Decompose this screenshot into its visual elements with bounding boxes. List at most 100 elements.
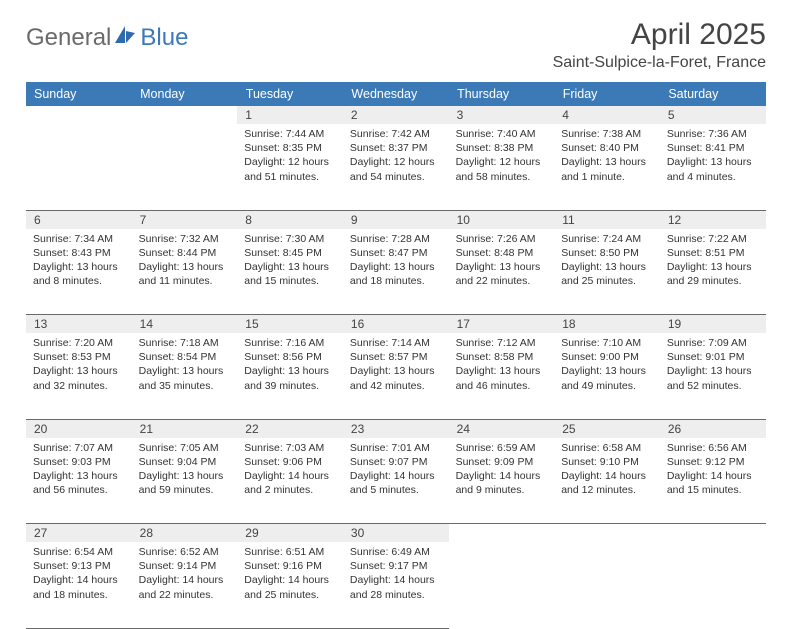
sunset-line: Sunset: 8:48 PM [456,246,548,260]
daylight-line: Daylight: 14 hours and 9 minutes. [456,469,548,497]
sunrise-line: Sunrise: 6:59 AM [456,441,548,455]
day-number-cell: 13 [26,315,132,334]
day-number: 10 [449,211,555,229]
sunset-line: Sunset: 9:14 PM [139,559,231,573]
month-title: April 2025 [553,18,766,52]
day-cell: Sunrise: 7:14 AMSunset: 8:57 PMDaylight:… [343,333,449,419]
sunset-line: Sunset: 8:35 PM [244,141,336,155]
daylight-line: Daylight: 13 hours and 56 minutes. [33,469,125,497]
daylight-line: Daylight: 13 hours and 59 minutes. [139,469,231,497]
day-details: Sunrise: 7:42 AMSunset: 8:37 PMDaylight:… [343,124,449,188]
sunset-line: Sunset: 9:16 PM [244,559,336,573]
day-details: Sunrise: 6:49 AMSunset: 9:17 PMDaylight:… [343,542,449,606]
weekday-header: Saturday [660,82,766,106]
sunset-line: Sunset: 8:54 PM [139,350,231,364]
day-details: Sunrise: 7:40 AMSunset: 8:38 PMDaylight:… [449,124,555,188]
location: Saint-Sulpice-la-Foret, France [553,54,766,72]
sunset-line: Sunset: 8:53 PM [33,350,125,364]
day-details: Sunrise: 7:07 AMSunset: 9:03 PMDaylight:… [26,438,132,502]
day-number: 25 [554,420,660,438]
weekday-header: Tuesday [237,82,343,106]
sunrise-line: Sunrise: 7:14 AM [350,336,442,350]
sunset-line: Sunset: 9:13 PM [33,559,125,573]
day-number: 18 [554,315,660,333]
day-number: 4 [554,106,660,124]
day-cell: Sunrise: 7:16 AMSunset: 8:56 PMDaylight:… [237,333,343,419]
day-details: Sunrise: 7:16 AMSunset: 8:56 PMDaylight:… [237,333,343,397]
sunrise-line: Sunrise: 7:28 AM [350,232,442,246]
sunset-line: Sunset: 9:12 PM [667,455,759,469]
sunrise-line: Sunrise: 7:44 AM [244,127,336,141]
daylight-line: Daylight: 14 hours and 12 minutes. [561,469,653,497]
daylight-line: Daylight: 13 hours and 29 minutes. [667,260,759,288]
daylight-line: Daylight: 14 hours and 25 minutes. [244,573,336,601]
sunrise-line: Sunrise: 6:49 AM [350,545,442,559]
day-number: 21 [132,420,238,438]
day-cell: Sunrise: 7:05 AMSunset: 9:04 PMDaylight:… [132,438,238,524]
day-number: 14 [132,315,238,333]
day-number-cell: 5 [660,106,766,124]
day-content-row: Sunrise: 7:20 AMSunset: 8:53 PMDaylight:… [26,333,766,419]
day-details: Sunrise: 7:24 AMSunset: 8:50 PMDaylight:… [554,229,660,293]
day-details: Sunrise: 7:09 AMSunset: 9:01 PMDaylight:… [660,333,766,397]
sunset-line: Sunset: 9:06 PM [244,455,336,469]
day-number: 28 [132,524,238,542]
sunrise-line: Sunrise: 7:09 AM [667,336,759,350]
sunrise-line: Sunrise: 7:16 AM [244,336,336,350]
sunrise-line: Sunrise: 7:01 AM [350,441,442,455]
day-cell: Sunrise: 7:26 AMSunset: 8:48 PMDaylight:… [449,229,555,315]
day-number: 23 [343,420,449,438]
day-details: Sunrise: 7:10 AMSunset: 9:00 PMDaylight:… [554,333,660,397]
day-cell: Sunrise: 7:22 AMSunset: 8:51 PMDaylight:… [660,229,766,315]
day-cell [660,542,766,628]
sunset-line: Sunset: 9:17 PM [350,559,442,573]
weekday-header: Monday [132,82,238,106]
day-number: 15 [237,315,343,333]
day-details: Sunrise: 7:32 AMSunset: 8:44 PMDaylight:… [132,229,238,293]
sunrise-line: Sunrise: 6:51 AM [244,545,336,559]
daylight-line: Daylight: 13 hours and 25 minutes. [561,260,653,288]
day-number: 8 [237,211,343,229]
sunrise-line: Sunrise: 7:10 AM [561,336,653,350]
day-details: Sunrise: 7:18 AMSunset: 8:54 PMDaylight:… [132,333,238,397]
day-number-row: 12345 [26,106,766,124]
sunrise-line: Sunrise: 7:38 AM [561,127,653,141]
daylight-line: Daylight: 14 hours and 28 minutes. [350,573,442,601]
weekday-header-row: SundayMondayTuesdayWednesdayThursdayFrid… [26,82,766,106]
day-number: 22 [237,420,343,438]
day-number-cell: 29 [237,524,343,543]
daylight-line: Daylight: 13 hours and 52 minutes. [667,364,759,392]
sunset-line: Sunset: 8:38 PM [456,141,548,155]
sunrise-line: Sunrise: 6:52 AM [139,545,231,559]
sunrise-line: Sunrise: 7:40 AM [456,127,548,141]
weekday-header: Wednesday [343,82,449,106]
sunrise-line: Sunrise: 7:18 AM [139,336,231,350]
day-number-cell: 24 [449,419,555,438]
day-number: 5 [660,106,766,124]
title-block: April 2025 Saint-Sulpice-la-Foret, Franc… [553,18,766,72]
sunset-line: Sunset: 8:44 PM [139,246,231,260]
day-details: Sunrise: 7:44 AMSunset: 8:35 PMDaylight:… [237,124,343,188]
daylight-line: Daylight: 13 hours and 49 minutes. [561,364,653,392]
day-cell: Sunrise: 7:34 AMSunset: 8:43 PMDaylight:… [26,229,132,315]
day-number-cell: 9 [343,210,449,229]
sunrise-line: Sunrise: 6:58 AM [561,441,653,455]
weekday-header: Friday [554,82,660,106]
sunset-line: Sunset: 9:09 PM [456,455,548,469]
day-details: Sunrise: 7:38 AMSunset: 8:40 PMDaylight:… [554,124,660,188]
sunset-line: Sunset: 9:01 PM [667,350,759,364]
day-details: Sunrise: 7:05 AMSunset: 9:04 PMDaylight:… [132,438,238,502]
day-cell: Sunrise: 6:58 AMSunset: 9:10 PMDaylight:… [554,438,660,524]
day-number-cell: 4 [554,106,660,124]
day-number: 20 [26,420,132,438]
day-number-cell: 18 [554,315,660,334]
calendar-page: General Blue April 2025 Saint-Sulpice-la… [0,0,792,612]
sunset-line: Sunset: 9:00 PM [561,350,653,364]
day-cell: Sunrise: 7:36 AMSunset: 8:41 PMDaylight:… [660,124,766,210]
daylight-line: Daylight: 12 hours and 51 minutes. [244,155,336,183]
day-cell: Sunrise: 6:52 AMSunset: 9:14 PMDaylight:… [132,542,238,628]
day-cell: Sunrise: 7:38 AMSunset: 8:40 PMDaylight:… [554,124,660,210]
day-details: Sunrise: 7:03 AMSunset: 9:06 PMDaylight:… [237,438,343,502]
daylight-line: Daylight: 13 hours and 35 minutes. [139,364,231,392]
weekday-header: Sunday [26,82,132,106]
